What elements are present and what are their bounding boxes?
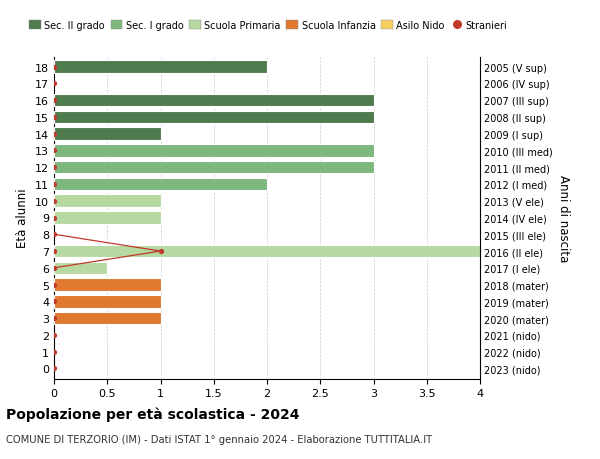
Bar [54, 195, 161, 207]
Bar [54, 279, 161, 291]
Bar [54, 145, 373, 157]
Bar [54, 112, 373, 124]
Bar [54, 245, 480, 258]
Text: COMUNE DI TERZORIO (IM) - Dati ISTAT 1° gennaio 2024 - Elaborazione TUTTITALIA.I: COMUNE DI TERZORIO (IM) - Dati ISTAT 1° … [6, 434, 432, 444]
Bar [54, 95, 373, 107]
Bar [54, 296, 161, 308]
Y-axis label: Anni di nascita: Anni di nascita [557, 174, 569, 262]
Text: Popolazione per età scolastica - 2024: Popolazione per età scolastica - 2024 [6, 406, 299, 421]
Y-axis label: Età alunni: Età alunni [16, 188, 29, 248]
Bar [54, 162, 373, 174]
Bar [54, 262, 107, 274]
Bar [54, 212, 161, 224]
Bar [54, 178, 267, 191]
Legend: Sec. II grado, Sec. I grado, Scuola Primaria, Scuola Infanzia, Asilo Nido, Stran: Sec. II grado, Sec. I grado, Scuola Prim… [29, 21, 508, 30]
Bar [54, 312, 161, 325]
Bar [54, 61, 267, 74]
Bar [54, 128, 161, 140]
